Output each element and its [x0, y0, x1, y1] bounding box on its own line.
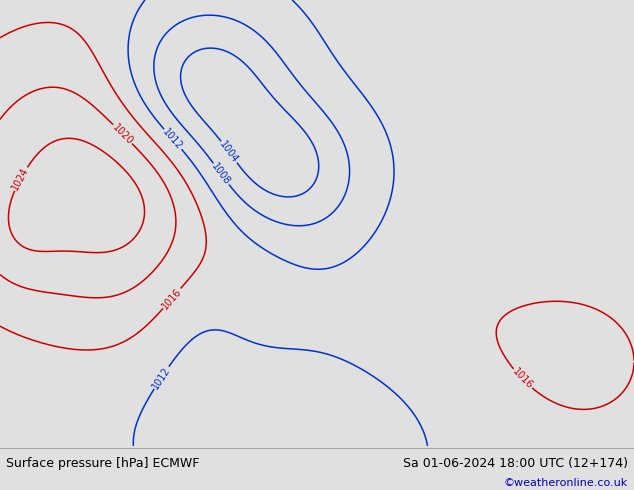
Text: 1012: 1012 [150, 365, 172, 391]
Text: 1008: 1008 [210, 161, 233, 187]
Text: 1012: 1012 [161, 126, 184, 152]
Text: 1016: 1016 [510, 367, 534, 391]
Text: 1016: 1016 [160, 286, 184, 311]
Text: 1024: 1024 [10, 166, 31, 192]
Text: Surface pressure [hPa] ECMWF: Surface pressure [hPa] ECMWF [6, 457, 200, 470]
Text: ©weatheronline.co.uk: ©weatheronline.co.uk [503, 478, 628, 488]
Text: Sa 01-06-2024 18:00 UTC (12+174): Sa 01-06-2024 18:00 UTC (12+174) [403, 457, 628, 470]
Text: 1004: 1004 [218, 139, 240, 165]
Text: 1020: 1020 [110, 122, 135, 147]
